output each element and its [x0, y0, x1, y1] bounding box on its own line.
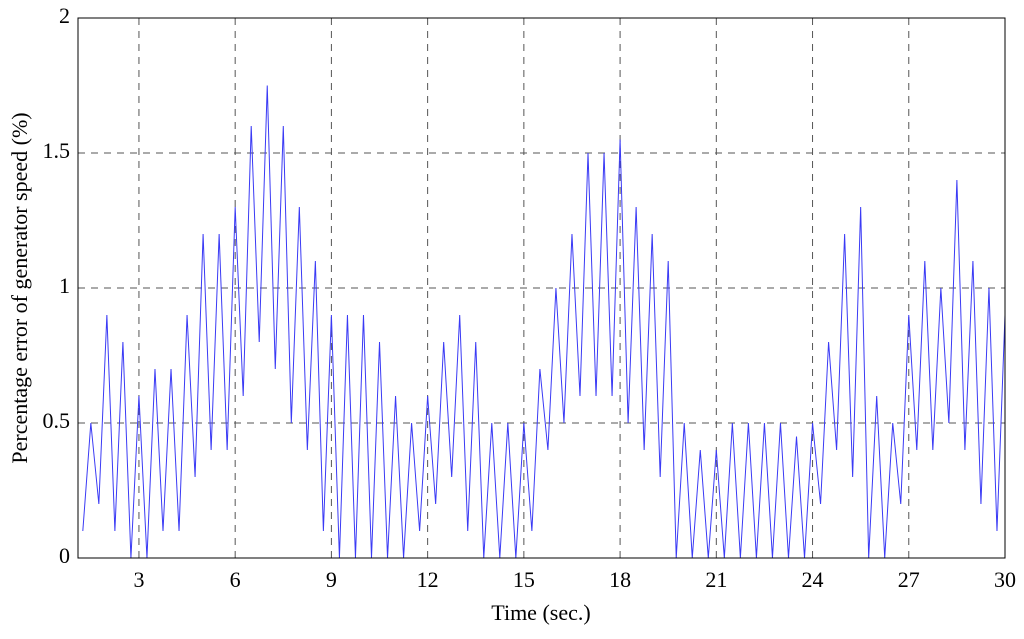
- x-tick-label: 3: [133, 567, 144, 592]
- y-tick-label: 1.5: [43, 138, 71, 163]
- y-tick-label: 0.5: [43, 408, 71, 433]
- x-tick-label: 15: [513, 567, 535, 592]
- x-axis-label: Time (sec.): [491, 600, 590, 625]
- y-tick-label: 2: [59, 3, 70, 28]
- x-tick-label: 24: [802, 567, 824, 592]
- y-tick-label: 0: [59, 543, 70, 568]
- x-tick-label: 18: [609, 567, 631, 592]
- x-tick-label: 6: [230, 567, 241, 592]
- x-tick-label: 9: [326, 567, 337, 592]
- data-line: [82, 85, 1006, 559]
- x-tick-label: 27: [898, 567, 920, 592]
- y-tick-label: 1: [59, 273, 70, 298]
- x-tick-label: 21: [705, 567, 727, 592]
- plot-frame: [77, 17, 1006, 559]
- x-tick-label: 30: [994, 567, 1016, 592]
- x-tick-label: 12: [417, 567, 439, 592]
- y-axis-label: Percentage error of generator speed (%): [7, 112, 32, 463]
